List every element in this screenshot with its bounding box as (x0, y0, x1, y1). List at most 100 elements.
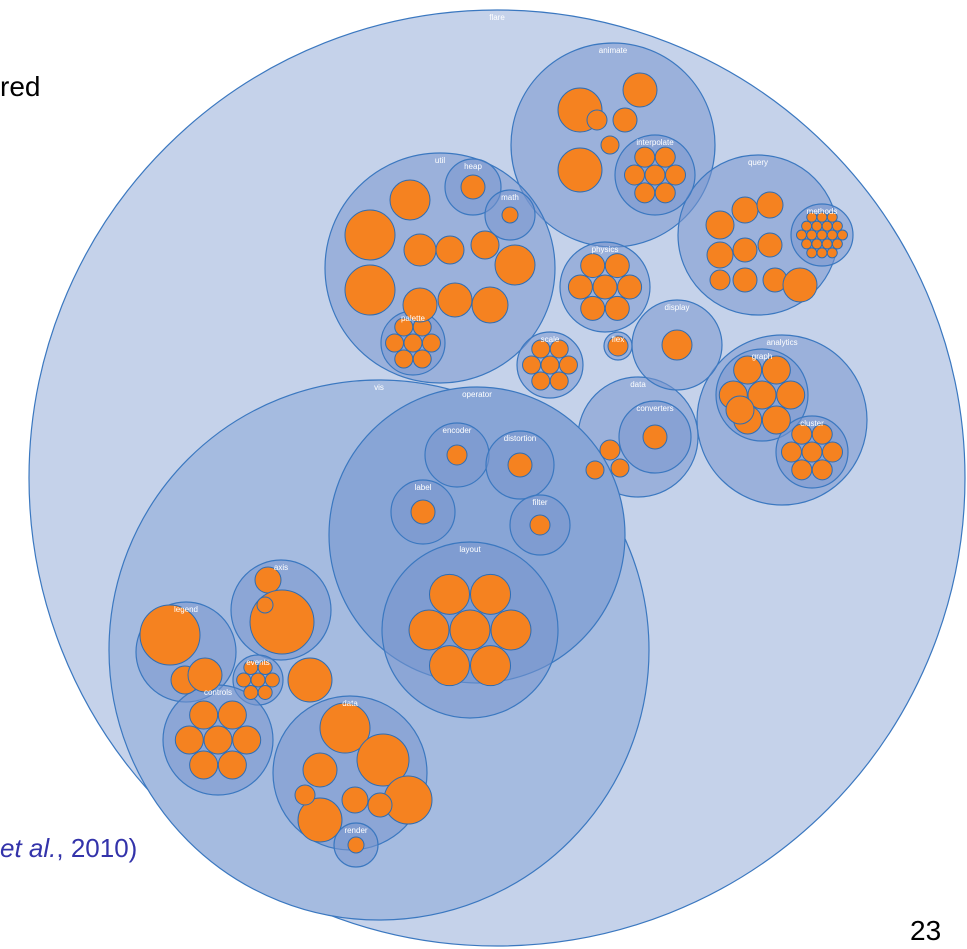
node-label: scale (541, 335, 560, 344)
leaf-node (644, 164, 666, 186)
leaf-node (429, 645, 470, 687)
leaf-node (287, 657, 333, 703)
leaf-node (256, 596, 274, 614)
leaf-node (470, 230, 500, 260)
leaf-node (356, 733, 410, 787)
node-label: label (415, 483, 432, 492)
node-label: render (344, 826, 367, 835)
leaf-node (604, 295, 630, 321)
node-label: legend (174, 605, 198, 614)
leaf-node (654, 146, 676, 168)
leaf-node (831, 220, 843, 232)
leaf-node (732, 237, 758, 263)
leaf-node (811, 238, 823, 250)
circle-pack: flare vis animate util query analytics data ope… (28, 9, 966, 947)
citation-rest: , 2010) (56, 833, 137, 863)
leaf-node (586, 109, 608, 131)
leaf-node (585, 460, 605, 480)
leaf-node (236, 672, 252, 688)
leaf-node (801, 220, 813, 232)
leaf-node (302, 752, 338, 788)
node-label: analytics (766, 338, 797, 347)
node-label: data (630, 380, 646, 389)
node-label: flex (612, 335, 624, 344)
leaf-node (257, 660, 273, 676)
leaf-node (822, 441, 843, 463)
node-label: interpolate (636, 138, 674, 147)
leaf-node (549, 371, 569, 391)
node-label: operator (462, 390, 492, 399)
slide-text: red (0, 71, 40, 102)
leaf-node (421, 333, 441, 353)
node-label: math (501, 193, 519, 202)
node-label: query (748, 158, 768, 167)
leaf-node (408, 609, 450, 651)
node-label: flare (489, 13, 505, 22)
node-label: util (435, 156, 445, 165)
leaf-node (294, 784, 316, 806)
node-label: converters (636, 404, 673, 413)
leaf-node (580, 295, 606, 321)
leaf-node (604, 253, 630, 279)
leaf-node (732, 267, 758, 293)
leaf-node (821, 238, 833, 250)
leaf-node (816, 247, 828, 259)
leaf-node (826, 229, 838, 241)
leaf-node (403, 233, 437, 267)
leaf-node (821, 220, 833, 232)
leaf-node (709, 269, 731, 291)
leaf-node (811, 459, 833, 481)
leaf-node (471, 286, 509, 324)
leaf-node (189, 750, 219, 780)
leaf-node (725, 395, 755, 425)
leaf-node (217, 700, 247, 730)
leaf-node (243, 684, 259, 700)
leaf-node (412, 349, 432, 369)
citation-italic: et al. (0, 833, 56, 863)
node-label: vis (374, 383, 384, 392)
leaf-node (319, 702, 371, 754)
leaf-node (257, 684, 273, 700)
leaf-node (394, 349, 414, 369)
leaf-node (791, 459, 813, 481)
leaf-node (796, 229, 807, 241)
leaf-node (811, 220, 823, 232)
leaf-node (347, 836, 365, 854)
leaf-node (410, 499, 436, 525)
leaf-node (490, 609, 532, 651)
leaf-node (622, 72, 658, 108)
leaf-node (449, 609, 491, 651)
leaf-node (706, 241, 734, 269)
leaf-node (344, 264, 396, 316)
leaf-node (344, 209, 396, 261)
node-label: encoder (443, 426, 472, 435)
leaf-node (837, 229, 848, 241)
leaf-node (624, 164, 645, 186)
node-label: distortion (504, 434, 536, 443)
leaf-node (297, 797, 343, 843)
node-label: heap (464, 162, 482, 171)
leaf-node (757, 232, 783, 258)
node-label: layout (459, 545, 481, 554)
node-label: graph (752, 352, 772, 361)
leaf-node (402, 287, 438, 323)
leaf-node (470, 645, 511, 687)
leaf-node (403, 333, 423, 353)
leaf-node (341, 786, 369, 814)
node-label: display (665, 303, 690, 312)
leaf-node (187, 657, 223, 693)
leaf-node (747, 380, 777, 410)
node-label: data (342, 699, 358, 708)
leaf-node (139, 604, 201, 666)
leaf-node (617, 274, 643, 300)
leaf-node (557, 147, 603, 193)
leaf-node (634, 182, 656, 204)
leaf-node (731, 196, 759, 224)
leaf-node (826, 211, 838, 223)
leaf-node (592, 274, 618, 300)
leaf-node (705, 210, 735, 240)
leaf-node (522, 355, 542, 375)
page-number: 23 (910, 915, 941, 946)
leaf-node (507, 452, 533, 478)
